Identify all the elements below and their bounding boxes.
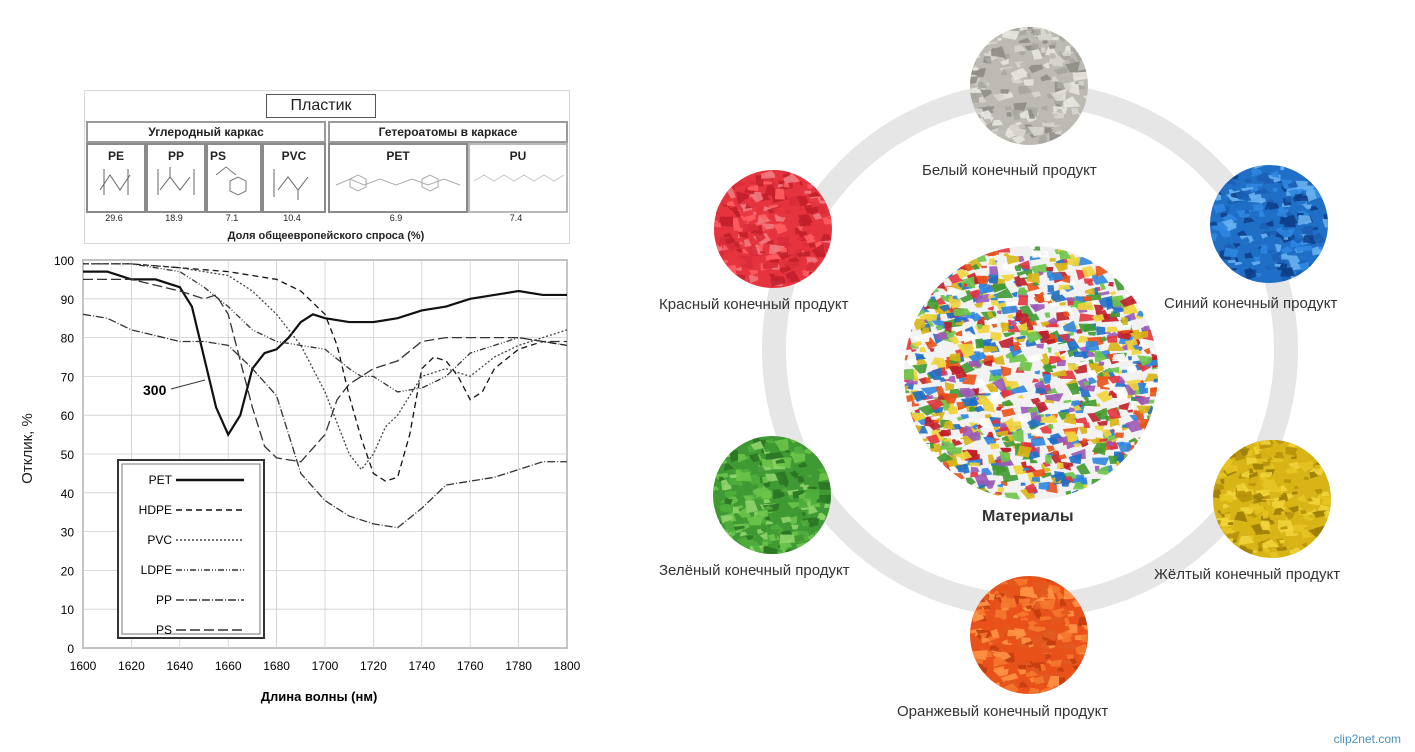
center-label: Материалы — [982, 508, 1074, 525]
red-product-label: Красный конечный продукт — [659, 296, 849, 313]
y-tick-label: 0 — [67, 642, 74, 656]
chart-ticks: 1600 1620 1640 1660 1680 1700 1720 1740 1760 1780… — [54, 254, 581, 673]
pu-structure-icon — [473, 174, 565, 182]
chips-texture — [1210, 165, 1328, 283]
y-tick-label: 20 — [61, 564, 75, 578]
value-pp: 18.9 — [165, 213, 183, 223]
cell-pvc: PVC — [262, 143, 326, 213]
y-tick-label: 70 — [61, 370, 75, 384]
series-line-pp — [82, 313, 567, 529]
orange-product-image — [970, 576, 1088, 694]
legend-label-pvc: PVC — [147, 533, 172, 547]
x-tick-label: 1800 — [554, 659, 581, 673]
x-tick-label: 1680 — [263, 659, 290, 673]
cell-pvc-name: PVC — [281, 149, 307, 163]
cell-pp: PP — [146, 143, 206, 213]
y-tick-label: 40 — [61, 487, 75, 501]
pe-structure-icon — [99, 169, 131, 195]
series-line-ps — [83, 278, 567, 463]
pvc-structure-icon — [273, 169, 309, 200]
legend-label-ldpe: LDPE — [141, 563, 172, 577]
y-tick-label: 30 — [61, 526, 75, 540]
response-chart: 1600 1620 1640 1660 1680 1700 1720 1740 1760 1780… — [54, 254, 581, 704]
x-tick-label: 1600 — [70, 659, 97, 673]
table-title: Пластик — [266, 94, 376, 118]
value-pu: 7.4 — [509, 213, 523, 223]
red-product-image — [714, 170, 832, 288]
x-tick-label: 1660 — [215, 659, 242, 673]
value-pet: 6.9 — [389, 213, 403, 223]
green-product-label: Зелёный конечный продукт — [659, 562, 850, 579]
pp-structure-icon — [157, 167, 195, 195]
cell-ps: PS — [206, 143, 262, 213]
y-tick-label: 80 — [61, 332, 75, 346]
chips-texture — [1213, 440, 1331, 558]
x-tick-label: 1700 — [312, 659, 339, 673]
group-carbon-backbone: Углеродный каркас — [86, 121, 326, 143]
cell-pu-name: PU — [509, 149, 527, 163]
series-line-pvc — [83, 263, 568, 471]
table-footer: Доля общеевропейского спроса (%) — [227, 230, 425, 242]
x-tick-label: 1760 — [457, 659, 484, 673]
x-tick-label: 1620 — [118, 659, 145, 673]
orange-product-label: Оранжевый конечный продукт — [897, 703, 1109, 720]
value-ps: 7.1 — [225, 213, 239, 223]
legend-label-pet: PET — [149, 473, 173, 487]
y-tick-label: 60 — [61, 409, 75, 423]
cell-pe: PE — [86, 143, 146, 213]
legend-box — [117, 459, 265, 639]
ps-structure-icon — [215, 166, 247, 196]
polymer-table: Пластик Углеродный каркас Гетероатомы в … — [84, 90, 570, 244]
series-line-hdpe — [83, 263, 568, 482]
chart-annotation: 300 — [143, 382, 167, 398]
value-pe: 29.6 — [105, 213, 123, 223]
yellow-product-label: Жёлтый конечный продукт — [1154, 566, 1341, 583]
chips-texture — [970, 576, 1088, 694]
green-product-image — [713, 436, 831, 554]
legend-label-hdpe: HDPE — [139, 503, 172, 517]
chart-grid — [82, 259, 568, 649]
legend-label-pp: PP — [156, 593, 172, 607]
cell-pp-name: PP — [167, 149, 184, 163]
cell-pe-name: PE — [107, 149, 124, 163]
y-tick-label: 10 — [61, 603, 75, 617]
blue-product-label: Синий конечный продукт — [1164, 295, 1338, 312]
pet-structure-icon — [335, 174, 461, 192]
group-heteroatom-backbone: Гетероатомы в каркасе — [328, 121, 568, 143]
x-tick-label: 1640 — [166, 659, 193, 673]
cell-pet: PET — [328, 143, 468, 213]
legend-label-ps: PS — [156, 623, 172, 637]
chips-texture — [904, 246, 1158, 500]
white-product-label: Белый конечный продукт — [922, 162, 1097, 179]
chart-x-axis-label: Длина волны (нм) — [261, 689, 378, 704]
y-tick-label: 90 — [61, 293, 75, 307]
y-tick-label: 50 — [61, 448, 75, 462]
watermark: clip2net.com — [1333, 732, 1401, 746]
annotation-leader — [170, 379, 206, 390]
value-pvc: 10.4 — [283, 213, 301, 223]
chips-texture — [713, 436, 831, 554]
chips-texture — [714, 170, 832, 288]
yellow-product-image — [1213, 440, 1331, 558]
x-tick-label: 1780 — [505, 659, 532, 673]
y-tick-label: 100 — [54, 254, 74, 268]
chips-texture — [970, 27, 1088, 145]
x-tick-label: 1740 — [408, 659, 435, 673]
x-tick-label: 1720 — [360, 659, 387, 673]
chart-legend: PET HDPE PVC LDPE PP PS — [117, 459, 265, 639]
center-materials-image — [904, 246, 1158, 500]
blue-product-image — [1210, 165, 1328, 283]
chart-series — [82, 263, 568, 529]
legend-inner-frame — [121, 463, 261, 635]
cell-pet-name: PET — [386, 149, 410, 163]
cell-pu: PU — [468, 143, 568, 213]
series-line-pet — [83, 270, 567, 437]
cell-ps-name: PS — [210, 149, 227, 163]
table-frame — [84, 90, 570, 244]
white-product-image — [970, 27, 1088, 145]
series-line-ldpe — [83, 263, 568, 393]
